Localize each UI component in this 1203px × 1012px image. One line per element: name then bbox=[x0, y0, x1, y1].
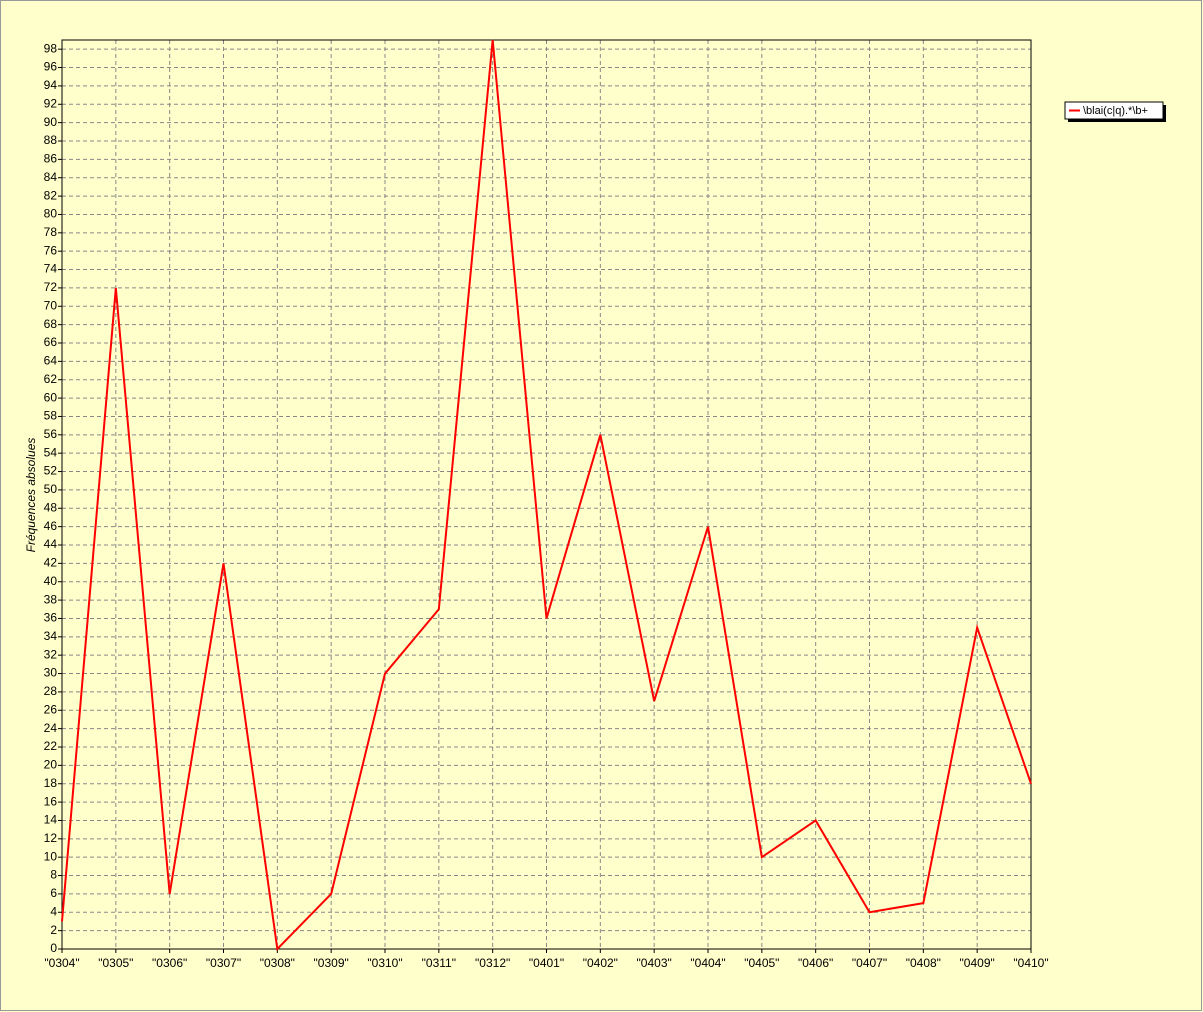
legend-box bbox=[1064, 101, 1164, 120]
x-tick-label: "0305" bbox=[98, 956, 133, 970]
y-axis-label: Fréquences absolues bbox=[24, 438, 38, 553]
y-tick-label: 0 bbox=[50, 941, 57, 955]
x-tick-label: "0310" bbox=[367, 956, 402, 970]
y-tick-label: 44 bbox=[44, 537, 58, 551]
y-tick-label: 82 bbox=[44, 188, 58, 202]
y-tick-label: 6 bbox=[50, 886, 57, 900]
y-tick-label: 40 bbox=[44, 574, 58, 588]
x-tick-label: "0309" bbox=[314, 956, 349, 970]
y-tick-label: 98 bbox=[44, 41, 58, 55]
y-tick-label: 72 bbox=[44, 280, 58, 294]
x-tick-label: "0307" bbox=[206, 956, 241, 970]
x-tick-label: "0409" bbox=[960, 956, 995, 970]
y-tick-label: 46 bbox=[44, 519, 58, 533]
plot-border bbox=[61, 39, 1032, 950]
y-tick-label: 30 bbox=[44, 666, 58, 680]
x-tick-label: "0401" bbox=[529, 956, 564, 970]
y-tick-label: 96 bbox=[44, 60, 58, 74]
y-tick-label: 18 bbox=[44, 776, 58, 790]
y-tick-label: 58 bbox=[44, 409, 58, 423]
y-tick-label: 70 bbox=[44, 298, 58, 312]
y-tick-label: 26 bbox=[44, 702, 58, 716]
y-tick-label: 64 bbox=[44, 354, 58, 368]
x-tick-label: "0410" bbox=[1013, 956, 1048, 970]
y-tick-label: 84 bbox=[44, 170, 58, 184]
y-tick-label: 50 bbox=[44, 482, 58, 496]
x-tick-label: "0402" bbox=[583, 956, 618, 970]
y-tick-label: 74 bbox=[44, 262, 58, 276]
y-tick-label: 28 bbox=[44, 684, 58, 698]
y-tick-label: 12 bbox=[44, 831, 58, 845]
y-tick-label: 60 bbox=[44, 390, 58, 404]
y-tick-label: 94 bbox=[44, 78, 58, 92]
x-tick-label: "0308" bbox=[260, 956, 295, 970]
y-tick-label: 20 bbox=[44, 758, 58, 772]
y-tick-label: 66 bbox=[44, 335, 58, 349]
y-tick-label: 62 bbox=[44, 372, 58, 386]
y-tick-label: 90 bbox=[44, 115, 58, 129]
y-tick-label: 86 bbox=[44, 152, 58, 166]
y-tick-label: 56 bbox=[44, 427, 58, 441]
y-tick-label: 52 bbox=[44, 464, 58, 478]
x-tick-label: "0404" bbox=[690, 956, 725, 970]
y-tick-label: 76 bbox=[44, 243, 58, 257]
x-tick-label: "0406" bbox=[798, 956, 833, 970]
y-tick-label: 92 bbox=[44, 96, 58, 110]
x-tick-label: "0304" bbox=[44, 956, 79, 970]
y-tick-label: 8 bbox=[50, 868, 57, 882]
y-tick-label: 36 bbox=[44, 611, 58, 625]
y-tick-label: 4 bbox=[50, 904, 57, 918]
x-tick-label: "0311" bbox=[422, 956, 456, 970]
line bbox=[61, 39, 1032, 952]
y-tick-label: 88 bbox=[44, 133, 58, 147]
y-tick-label: 2 bbox=[50, 923, 57, 937]
y-tick-label: 48 bbox=[44, 500, 58, 514]
y-tick-label: 78 bbox=[44, 225, 58, 239]
y-tick-label: 24 bbox=[44, 721, 58, 735]
x-tick-label: "0405" bbox=[744, 956, 779, 970]
y-tick-label: 68 bbox=[44, 317, 58, 331]
x-tick-label: "0306" bbox=[152, 956, 187, 970]
y-tick-label: 34 bbox=[44, 629, 58, 643]
x-tick-label: "0408" bbox=[906, 956, 941, 970]
x-tick-label: "0403" bbox=[637, 956, 672, 970]
y-tick-label: 80 bbox=[44, 207, 58, 221]
y-tick-label: 22 bbox=[44, 739, 58, 753]
y-tick-label: 16 bbox=[44, 794, 58, 808]
y-tick-label: 38 bbox=[44, 592, 58, 606]
y-tick-label: 42 bbox=[44, 556, 58, 570]
legend-label: \blai(c|q).*\b+ bbox=[1083, 105, 1148, 117]
y-tick-label: 14 bbox=[44, 813, 58, 827]
y-tick-label: 10 bbox=[44, 849, 58, 863]
y-tick-label: 32 bbox=[44, 647, 58, 661]
x-tick-label: "0312" bbox=[475, 956, 510, 970]
x-tick-label: "0407" bbox=[852, 956, 887, 970]
y-tick-label: 54 bbox=[44, 445, 58, 459]
